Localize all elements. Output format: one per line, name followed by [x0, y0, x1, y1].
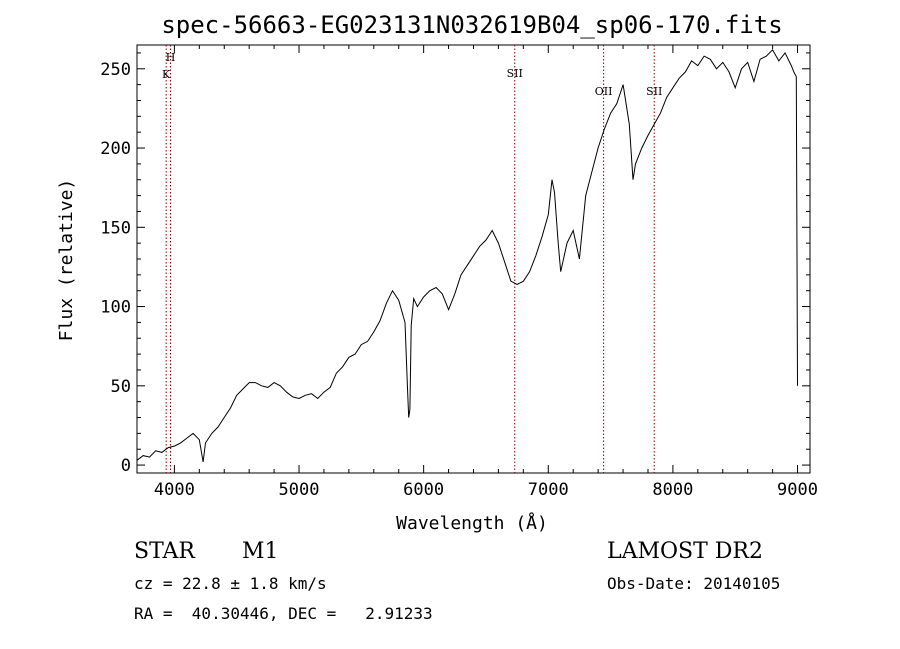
spectrum-series — [136, 48, 798, 462]
coordinates-label: RA = 40.30446, DEC = 2.91233 — [134, 604, 433, 623]
x-tick-label: 4000 — [154, 480, 195, 500]
obs-date-label: Obs-Date: 20140105 — [607, 574, 781, 593]
x-tick-label: 5000 — [279, 480, 320, 500]
redshift-label: cz = 22.8 ± 1.8 km/s — [134, 574, 327, 593]
data-release-label: LAMOST DR2 — [607, 539, 763, 564]
plot-frame — [136, 44, 811, 474]
axis-ticks: 4000 5000 6000 7000 8000 9000 0 50 100 150 200 250 — [100, 45, 818, 500]
subclass-label: M1 — [242, 539, 279, 564]
x-tick-label: 7000 — [528, 480, 569, 500]
y-tick-label: 150 — [100, 218, 131, 238]
x-axis-label: Wavelength (Å) — [396, 512, 548, 534]
line-marker-label: SII — [646, 85, 662, 98]
emission-line-markers: KH SII OII SII — [162, 45, 662, 473]
y-tick-label: 100 — [100, 298, 131, 318]
classification-label: STAR — [134, 539, 195, 564]
x-tick-label: 9000 — [777, 480, 818, 500]
y-tick-label: 50 — [111, 377, 131, 397]
line-marker-label: SII — [507, 67, 523, 80]
y-tick-label: 250 — [100, 60, 131, 80]
chart-title: spec-56663-EG023131N032619B04_sp06-170.f… — [161, 11, 782, 39]
x-tick-label: 6000 — [403, 480, 444, 500]
spectrum-line — [136, 48, 798, 462]
y-tick-label: 200 — [100, 139, 131, 159]
line-marker-label: H — [166, 51, 176, 64]
y-axis-label: Flux (relative) — [56, 179, 77, 342]
line-marker-label: OII — [595, 85, 613, 98]
line-marker-label: K — [162, 68, 171, 81]
x-tick-label: 8000 — [652, 480, 693, 500]
y-tick-label: 0 — [121, 456, 131, 476]
